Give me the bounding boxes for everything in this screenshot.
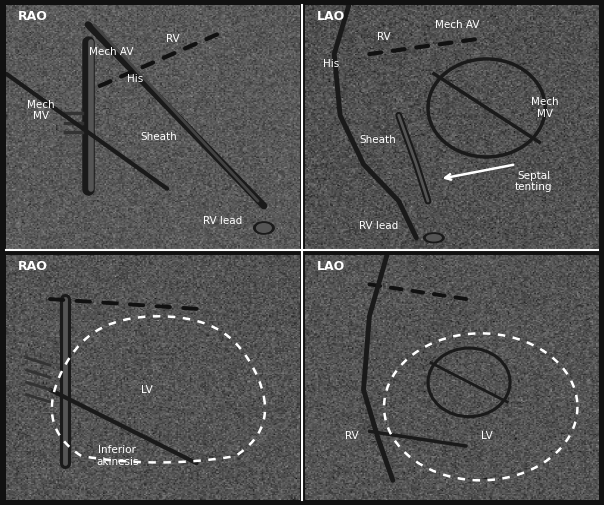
Ellipse shape <box>254 222 274 234</box>
Text: Sheath: Sheath <box>140 132 177 142</box>
Text: RAO: RAO <box>18 10 48 23</box>
Text: LV: LV <box>481 431 492 441</box>
Text: Mech
MV: Mech MV <box>27 99 55 121</box>
Ellipse shape <box>423 233 444 243</box>
Text: Mech AV: Mech AV <box>89 46 133 57</box>
Text: Mech AV: Mech AV <box>435 20 480 30</box>
Text: RV: RV <box>378 32 391 42</box>
Text: LAO: LAO <box>316 10 345 23</box>
Text: Mech
MV: Mech MV <box>532 97 559 119</box>
Text: RV lead: RV lead <box>359 221 398 231</box>
Text: LV: LV <box>141 385 153 395</box>
Ellipse shape <box>426 235 441 241</box>
Text: RV: RV <box>345 431 359 441</box>
Text: RV lead: RV lead <box>204 216 243 226</box>
Text: Septal
tenting: Septal tenting <box>515 171 552 192</box>
Text: His: His <box>127 74 143 83</box>
Text: Sheath: Sheath <box>360 135 397 145</box>
Text: RV: RV <box>166 34 180 44</box>
Text: His: His <box>323 59 339 69</box>
Text: LAO: LAO <box>316 260 345 273</box>
Ellipse shape <box>257 224 271 232</box>
Text: Inferior
akinesis: Inferior akinesis <box>96 445 139 467</box>
Text: RAO: RAO <box>18 260 48 273</box>
